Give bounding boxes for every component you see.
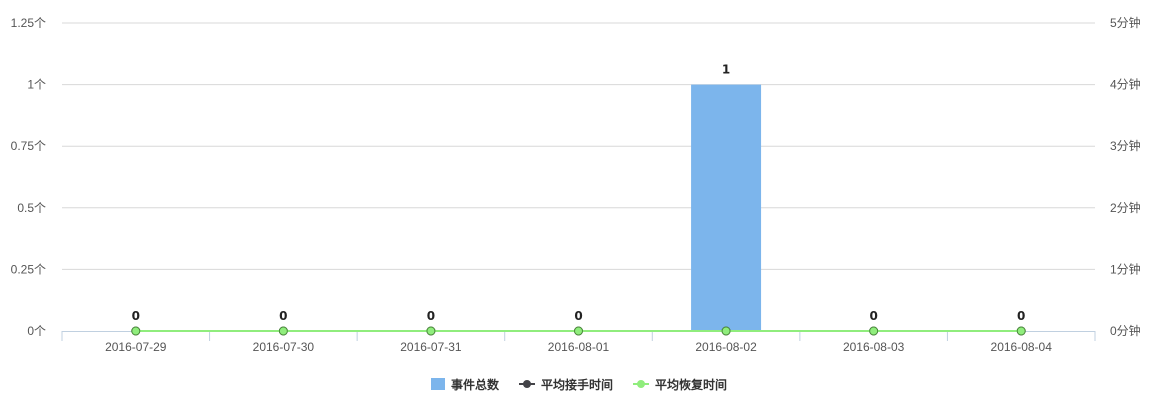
legend-label-event-total: 事件总数 [450,377,499,392]
bar [691,84,762,331]
line-point [574,326,583,336]
data-label: 0 [869,309,877,323]
y-left-tick-label: 0.5个 [17,201,46,215]
y-right-tick-label: 0分钟 [1110,323,1141,338]
x-tick-label: 2016-07-29 [105,340,167,354]
line-point [1016,326,1026,336]
labels: 0个 0.25个 0.5个 0.75个 1个 1.25个 0分钟 1分钟 2分钟 3分钟 4分钟 5分… [11,15,1141,354]
data-label: 0 [427,309,435,323]
x-tick-label: 2016-07-31 [400,340,462,354]
y-right-tick-label: 2分钟 [1110,200,1141,215]
x-tick-label: 2016-08-03 [843,340,905,354]
data-label: 0 [279,309,287,323]
line-point [721,326,731,336]
bar-series [691,84,762,331]
line-point [131,326,141,336]
y-right-tick-label: 5分钟 [1110,15,1141,30]
legend-item-avg-recovery-time[interactable]: 平均恢复时间 [633,376,727,393]
y-left-tick-label: 0.25个 [11,262,46,276]
y-left-tick-label: 1.25个 [11,16,46,30]
x-tick-label: 2016-07-30 [253,340,315,354]
legend-swatch-line-handle [518,378,535,390]
y-left-tick-label: 1个 [27,78,46,92]
legend-item-avg-handle-time[interactable]: 平均接手时间 [518,376,613,393]
line-point [278,326,288,336]
line-series [131,326,1026,336]
legend-swatch-bar [430,378,445,390]
data-label: 0 [1017,309,1025,323]
y-left-tick-label: 0个 [27,324,46,338]
legend-label-avg-recovery-time: 平均恢复时间 [655,377,728,392]
x-tick-label: 2016-08-02 [695,340,757,354]
data-label: 1 [722,63,730,77]
data-label: 0 [574,309,582,323]
legend-item-event-total[interactable]: 事件总数 [430,376,499,393]
legend-swatch-line-recovery [633,378,649,390]
line-point [869,326,879,336]
line-point [426,326,436,336]
legend-label-avg-handle-time: 平均接手时间 [540,377,613,392]
x-tick-label: 2016-08-04 [991,340,1053,354]
legend: 事件总数 平均接手时间 平均恢复时间 [0,375,1158,393]
data-label: 0 [132,309,140,323]
x-tick-label: 2016-08-01 [548,340,610,354]
y-left-tick-label: 0.75个 [11,139,46,153]
y-right-tick-label: 3分钟 [1110,138,1141,153]
y-right-tick-label: 4分钟 [1110,77,1141,92]
gridlines [62,22,1095,270]
y-right-tick-label: 1分钟 [1110,261,1141,276]
